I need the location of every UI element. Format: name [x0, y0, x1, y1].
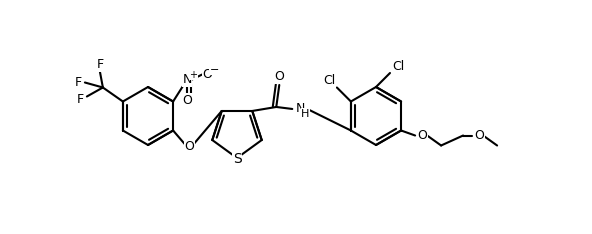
Text: H: H [301, 109, 310, 119]
Text: −: − [210, 65, 219, 74]
Text: Cl: Cl [392, 59, 404, 73]
Text: O: O [182, 94, 192, 107]
Text: Cl: Cl [323, 74, 335, 87]
Text: O: O [474, 129, 484, 142]
Text: F: F [96, 58, 104, 71]
Text: F: F [75, 76, 82, 89]
Text: F: F [76, 93, 83, 106]
Text: S: S [233, 152, 242, 166]
Text: +: + [189, 69, 197, 80]
Text: N: N [182, 73, 192, 86]
Text: O: O [417, 129, 427, 142]
Text: N: N [295, 102, 305, 115]
Text: O: O [202, 68, 212, 81]
Text: O: O [184, 140, 194, 153]
Text: O: O [274, 70, 284, 84]
